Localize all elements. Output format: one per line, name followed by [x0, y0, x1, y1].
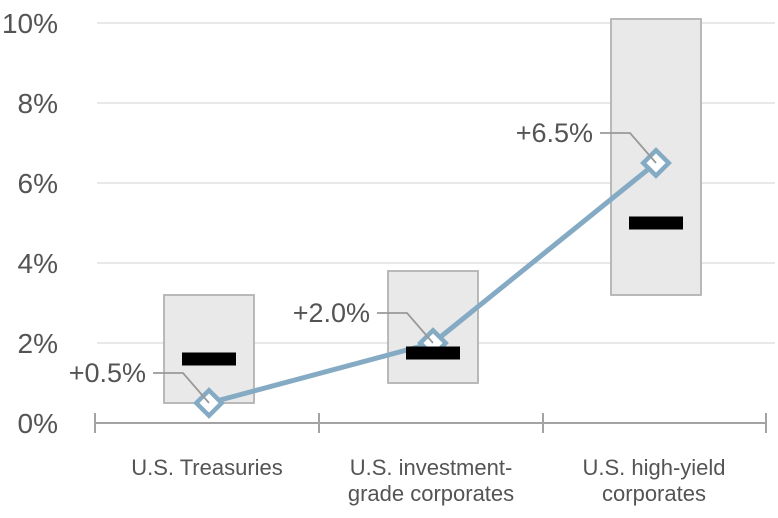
category-label: U.S. Treasuries	[131, 455, 283, 480]
annotation-label: +0.5%	[69, 358, 146, 388]
range-box	[163, 294, 255, 404]
median-bar	[182, 352, 236, 366]
category-label: grade corporates	[348, 481, 514, 506]
y-tick-label: 8%	[18, 88, 58, 119]
annotation-label: +6.5%	[516, 118, 593, 148]
annotation-leader-line	[600, 132, 657, 164]
annotation-leader-line	[153, 372, 210, 404]
annotation-leader-line	[377, 312, 434, 344]
annotation-label: +2.0%	[293, 298, 370, 328]
category-label: U.S. investment-	[350, 455, 513, 480]
y-tick-label: 0%	[18, 408, 58, 439]
y-tick-label: 4%	[18, 248, 58, 279]
median-bar	[629, 216, 683, 230]
y-tick-label: 2%	[18, 328, 58, 359]
y-tick-label: 6%	[18, 168, 58, 199]
category-label: U.S. high-yield	[582, 455, 725, 480]
range-box	[387, 270, 479, 384]
median-bar	[406, 346, 460, 360]
category-label: corporates	[602, 481, 706, 506]
y-tick-label: 10%	[2, 8, 58, 39]
